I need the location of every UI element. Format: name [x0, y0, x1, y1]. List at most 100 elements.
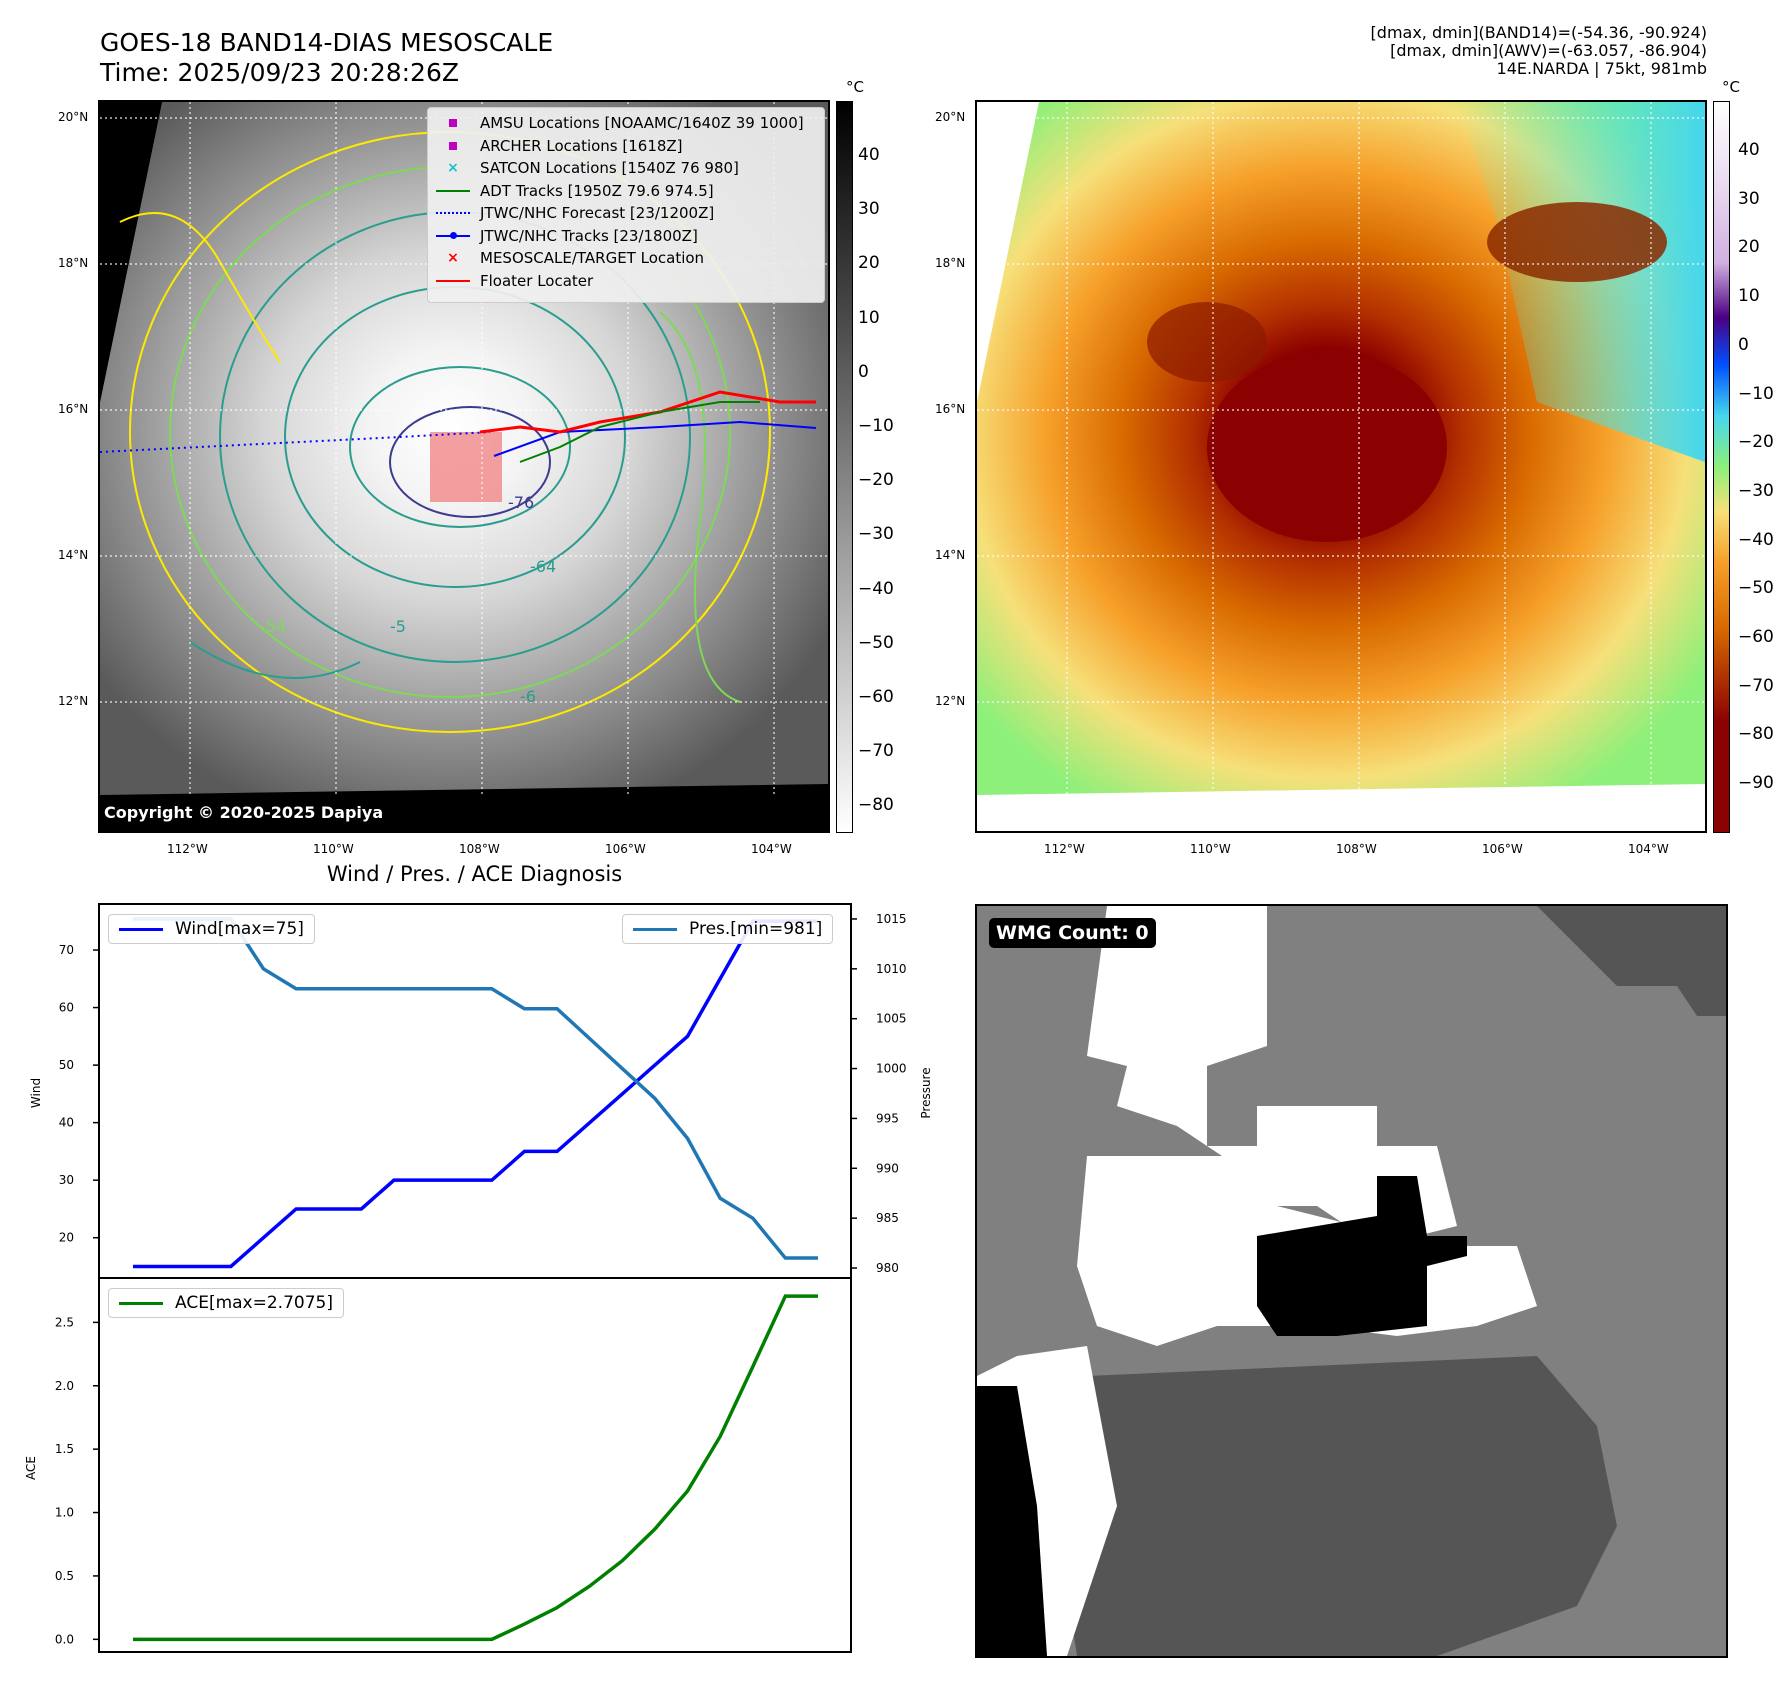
wmg-panel: WMG Count: 0 [975, 904, 1728, 1658]
wind-pressure-panel [98, 903, 852, 1279]
pressure-tick-label: 995 [876, 1111, 899, 1125]
colorbar-tick: 20 [1738, 237, 1760, 258]
map-legend: AMSU Locations [NOAAMC/1640Z 39 1000] AR… [427, 107, 825, 303]
page-subtitle-time: Time: 2025/09/23 20:28:26Z [100, 58, 459, 87]
ace-axis-label: ACE [24, 1456, 38, 1480]
pressure-series-line [133, 917, 818, 1260]
color-ir-map-image [977, 102, 1705, 831]
copyright-label: Copyright © 2020-2025 Dapiya [100, 795, 828, 831]
colorbar-tick: −30 [858, 524, 894, 545]
legend-item-satcon: × SATCON Locations [1540Z 76 980] [447, 159, 739, 178]
lon-label: 110°W [313, 842, 354, 856]
contour-label: -54 [260, 617, 286, 636]
colorbar-tick: 20 [858, 253, 880, 274]
chart-title: Wind / Pres. / ACE Diagnosis [326, 862, 623, 886]
lat-label: 14°N [58, 548, 89, 562]
colorbar-tick: −10 [858, 416, 894, 436]
colorbar-tick: −80 [858, 795, 894, 816]
pressure-tick-label: 1015 [876, 912, 907, 926]
diagnosis-chart: 20 30 40 50 60 70 980 985 990 995 1000 1005 1010 1015… [24, 903, 933, 1653]
lon-label: 106°W [605, 842, 646, 856]
pressure-tick-label: 1000 [876, 1062, 907, 1076]
lon-label: 104°W [1628, 842, 1669, 856]
ace-tick-label: 0.0 [55, 1632, 74, 1646]
colorbar-tick: −80 [1738, 724, 1774, 745]
wind-tick-label: 40 [59, 1116, 74, 1130]
colorbar-tick: −10 [1738, 383, 1774, 404]
lon-label: 112°W [1044, 842, 1085, 856]
floater-track [479, 390, 816, 434]
page-title: GOES-18 BAND14-DIAS MESOSCALE [100, 28, 554, 57]
ace-panel [98, 1277, 852, 1653]
contour-label: -76 [508, 493, 534, 512]
forecast-track [100, 431, 491, 453]
wind-tick-label: 50 [59, 1058, 74, 1072]
ace-tick-label: 0.5 [55, 1569, 74, 1583]
ir-colorbar [836, 101, 853, 833]
lat-label: 16°N [935, 402, 966, 416]
pressure-tick-label: 990 [876, 1161, 899, 1175]
colorbar-unit: °C [846, 78, 864, 96]
colorbar-unit: °C [1722, 78, 1740, 96]
colorbar-tick: 0 [858, 361, 869, 382]
ace-tick-label: 2.5 [55, 1315, 74, 1329]
lon-label: 110°W [1190, 842, 1231, 856]
lat-label: 18°N [935, 256, 966, 270]
lat-label: 14°N [935, 548, 966, 562]
pressure-tick-label: 980 [876, 1261, 899, 1275]
colorbar-tick: −20 [1738, 432, 1774, 453]
info-band14: [dmax, dmin](BAND14)=(-54.36, -90.924) [1370, 23, 1707, 42]
legend-item-forecast: JTWC/NHC Forecast [23/1200Z] [436, 202, 816, 225]
lon-label: 112°W [167, 842, 208, 856]
legend-item-adt: ADT Tracks [1950Z 79.6 974.5] [436, 180, 816, 203]
contour-label: -64 [530, 557, 556, 576]
ace-legend: ACE[max=2.7075] [108, 1288, 344, 1318]
lat-label: 12°N [935, 694, 966, 708]
colorbar-tick: 40 [858, 145, 880, 165]
pressure-legend: Pres.[min=981] [622, 914, 834, 944]
colorbar-tick: −50 [1738, 578, 1774, 599]
ace-tick-label: 1.5 [55, 1442, 74, 1456]
colorbar-tick: 10 [1738, 286, 1760, 307]
pressure-tick-label: 1010 [876, 962, 907, 976]
legend-item-amsu: AMSU Locations [NOAAMC/1640Z 39 1000] [436, 112, 816, 135]
colorbar-tick: −40 [858, 578, 894, 599]
best-track [493, 420, 817, 457]
contour-label: -6 [520, 687, 536, 706]
colorbar-tick: −60 [858, 687, 894, 707]
lon-label: 108°W [459, 842, 500, 856]
color-ir-map-panel [975, 100, 1707, 833]
wind-legend: Wind[max=75] [108, 914, 315, 944]
colorbar-tick: −70 [1738, 675, 1774, 696]
legend-item-tracks: JTWC/NHC Tracks [23/1800Z] [436, 225, 816, 248]
pressure-tick-label: 985 [876, 1211, 899, 1225]
lat-label: 16°N [58, 402, 89, 416]
legend-item-archer: ARCHER Locations [1618Z] [436, 135, 816, 158]
pressure-axis-label: Pressure [919, 1067, 933, 1118]
legend-item-floater: Floater Locater [436, 270, 816, 293]
lon-label: 108°W [1336, 842, 1377, 856]
wmg-image [977, 906, 1726, 1656]
colorbar-tick: −70 [858, 741, 894, 762]
ir-map-panel: -76 -64 -54 -5 -6 Copyright © 2020-2025 … [98, 100, 830, 833]
ace-tick-label: 1.0 [55, 1506, 74, 1520]
color-ir-colorbar [1713, 101, 1730, 833]
colorbar-tick: −90 [1738, 773, 1774, 794]
colorbar-tick: −50 [858, 632, 894, 653]
contour-label: -5 [390, 617, 406, 636]
wind-tick-label: 20 [59, 1231, 74, 1245]
colorbar-tick: −60 [1738, 627, 1774, 647]
lat-label: 20°N [58, 110, 89, 124]
colorbar-tick: 40 [1738, 140, 1760, 160]
wind-series-line [133, 919, 818, 1269]
colorbar-tick: 30 [1738, 188, 1760, 209]
lat-label: 18°N [58, 256, 89, 270]
wind-tick-label: 30 [59, 1173, 74, 1187]
colorbar-tick: −20 [858, 470, 894, 491]
lon-label: 106°W [1482, 842, 1523, 856]
info-block: [dmax, dmin](BAND14)=(-54.36, -90.924) [… [1371, 24, 1707, 78]
colorbar-tick: −30 [1738, 480, 1774, 501]
wind-axis-label: Wind [29, 1078, 43, 1108]
legend-item-mesoscale: × MESOSCALE/TARGET Location [447, 249, 705, 268]
wind-tick-label: 60 [59, 1001, 74, 1015]
